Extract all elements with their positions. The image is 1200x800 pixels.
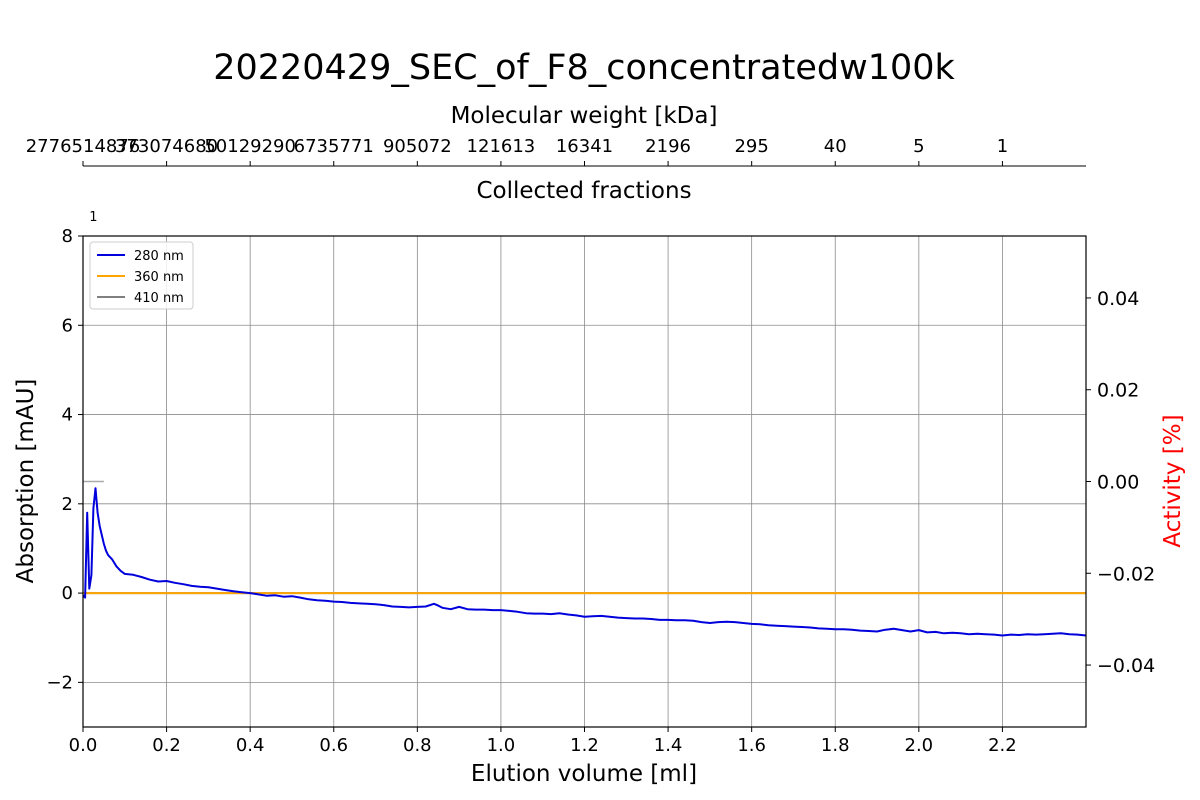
x-tick-label: 0.2	[152, 735, 181, 756]
fraction-label: 1	[89, 210, 97, 225]
y-tick-label: 8	[62, 226, 73, 247]
collected-fractions: 1	[83, 210, 104, 483]
fractions-title: Collected fractions	[476, 178, 691, 204]
mw-tick-label: 40	[824, 136, 847, 157]
legend-label: 280 nm	[134, 249, 184, 264]
legend-label: 360 nm	[134, 270, 184, 285]
mw-tick-label: 373074680	[115, 136, 218, 157]
x-tick-label: 2.0	[905, 735, 934, 756]
mw-tick-label: 121613	[467, 136, 536, 157]
mw-tick-label: 905072	[383, 136, 452, 157]
mw-tick-label: 50129290	[204, 136, 296, 157]
legend-label: 410 nm	[134, 291, 184, 306]
y2-tick-label: −0.04	[1097, 655, 1155, 677]
y2-tick-label: 0.04	[1097, 288, 1139, 310]
y2-axis: −0.04 −0.02 0.00 0.02 0.04	[1086, 288, 1155, 677]
x-tick-label: 0.8	[403, 735, 432, 756]
mw-tick-label: 2196	[645, 136, 691, 157]
y-axis: −2 0 2 4 6 8	[46, 226, 83, 693]
mw-tick-label: 2776514876	[26, 136, 141, 157]
series-line-280-nm	[82, 487, 1087, 637]
y2-tick-label: −0.02	[1097, 563, 1155, 585]
x-tick-label: 0.4	[236, 735, 265, 756]
x-tick-label: 1.6	[737, 735, 766, 756]
x-axis-title: Elution volume [ml]	[471, 761, 697, 787]
x-tick-label: 0.6	[319, 735, 348, 756]
y-tick-label: 6	[62, 315, 73, 336]
y-tick-label: 4	[62, 405, 73, 426]
plot-series	[82, 487, 1087, 637]
y2-axis-title: Activity [%]	[1160, 414, 1186, 547]
top-axis-title: Molecular weight [kDa]	[451, 103, 718, 129]
y-tick-label: 0	[62, 583, 73, 604]
y-tick-label: −2	[46, 672, 73, 693]
mw-tick-label: 295	[734, 136, 768, 157]
mw-tick-label: 16341	[556, 136, 613, 157]
x-tick-label: 1.2	[570, 735, 599, 756]
chart-title: 20220429_SEC_of_F8_concentratedw100k	[213, 48, 955, 88]
x-tick-label: 0.0	[69, 735, 98, 756]
x-tick-label: 1.8	[821, 735, 850, 756]
mw-tick-label: 6735771	[294, 136, 374, 157]
mw-tick-label: 5	[913, 136, 924, 157]
x-axis: 0.0 0.2 0.4 0.6 0.8 1.0 1.2 1.4 1.6 1.8 2.0 2.2	[69, 727, 1017, 756]
x-tick-label: 2.2	[988, 735, 1017, 756]
y2-tick-label: 0.02	[1097, 380, 1139, 402]
x-tick-label: 1.4	[654, 735, 683, 756]
mw-tick-label: 1	[997, 136, 1008, 157]
y-axis-title: Absorption [mAU]	[13, 379, 39, 584]
grid	[82, 235, 1086, 727]
y2-tick-label: 0.00	[1097, 472, 1139, 494]
legend-box	[89, 241, 194, 310]
legend: 280 nm 360 nm 410 nm	[89, 241, 194, 310]
y-tick-label: 2	[62, 494, 73, 515]
x-tick-label: 1.0	[487, 735, 516, 756]
